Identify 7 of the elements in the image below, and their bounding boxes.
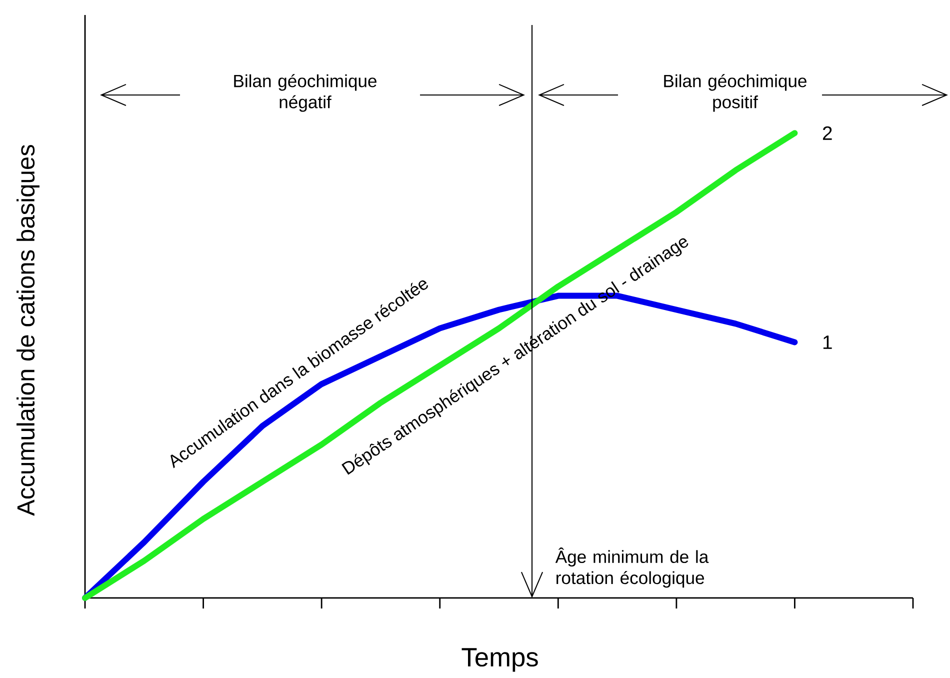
series-label: 2 — [822, 126, 832, 140]
text: Bilan géochimique négatif — [234, 74, 376, 112]
text: Bilan géochimique positif — [664, 74, 806, 112]
series-label: 1 — [823, 336, 832, 350]
annotation: Âge minimum de la rotation écologique — [555, 548, 709, 588]
y-axis-title: Accumulation de cations basiques — [16, 145, 40, 516]
x-axis-title: Temps — [462, 648, 538, 672]
